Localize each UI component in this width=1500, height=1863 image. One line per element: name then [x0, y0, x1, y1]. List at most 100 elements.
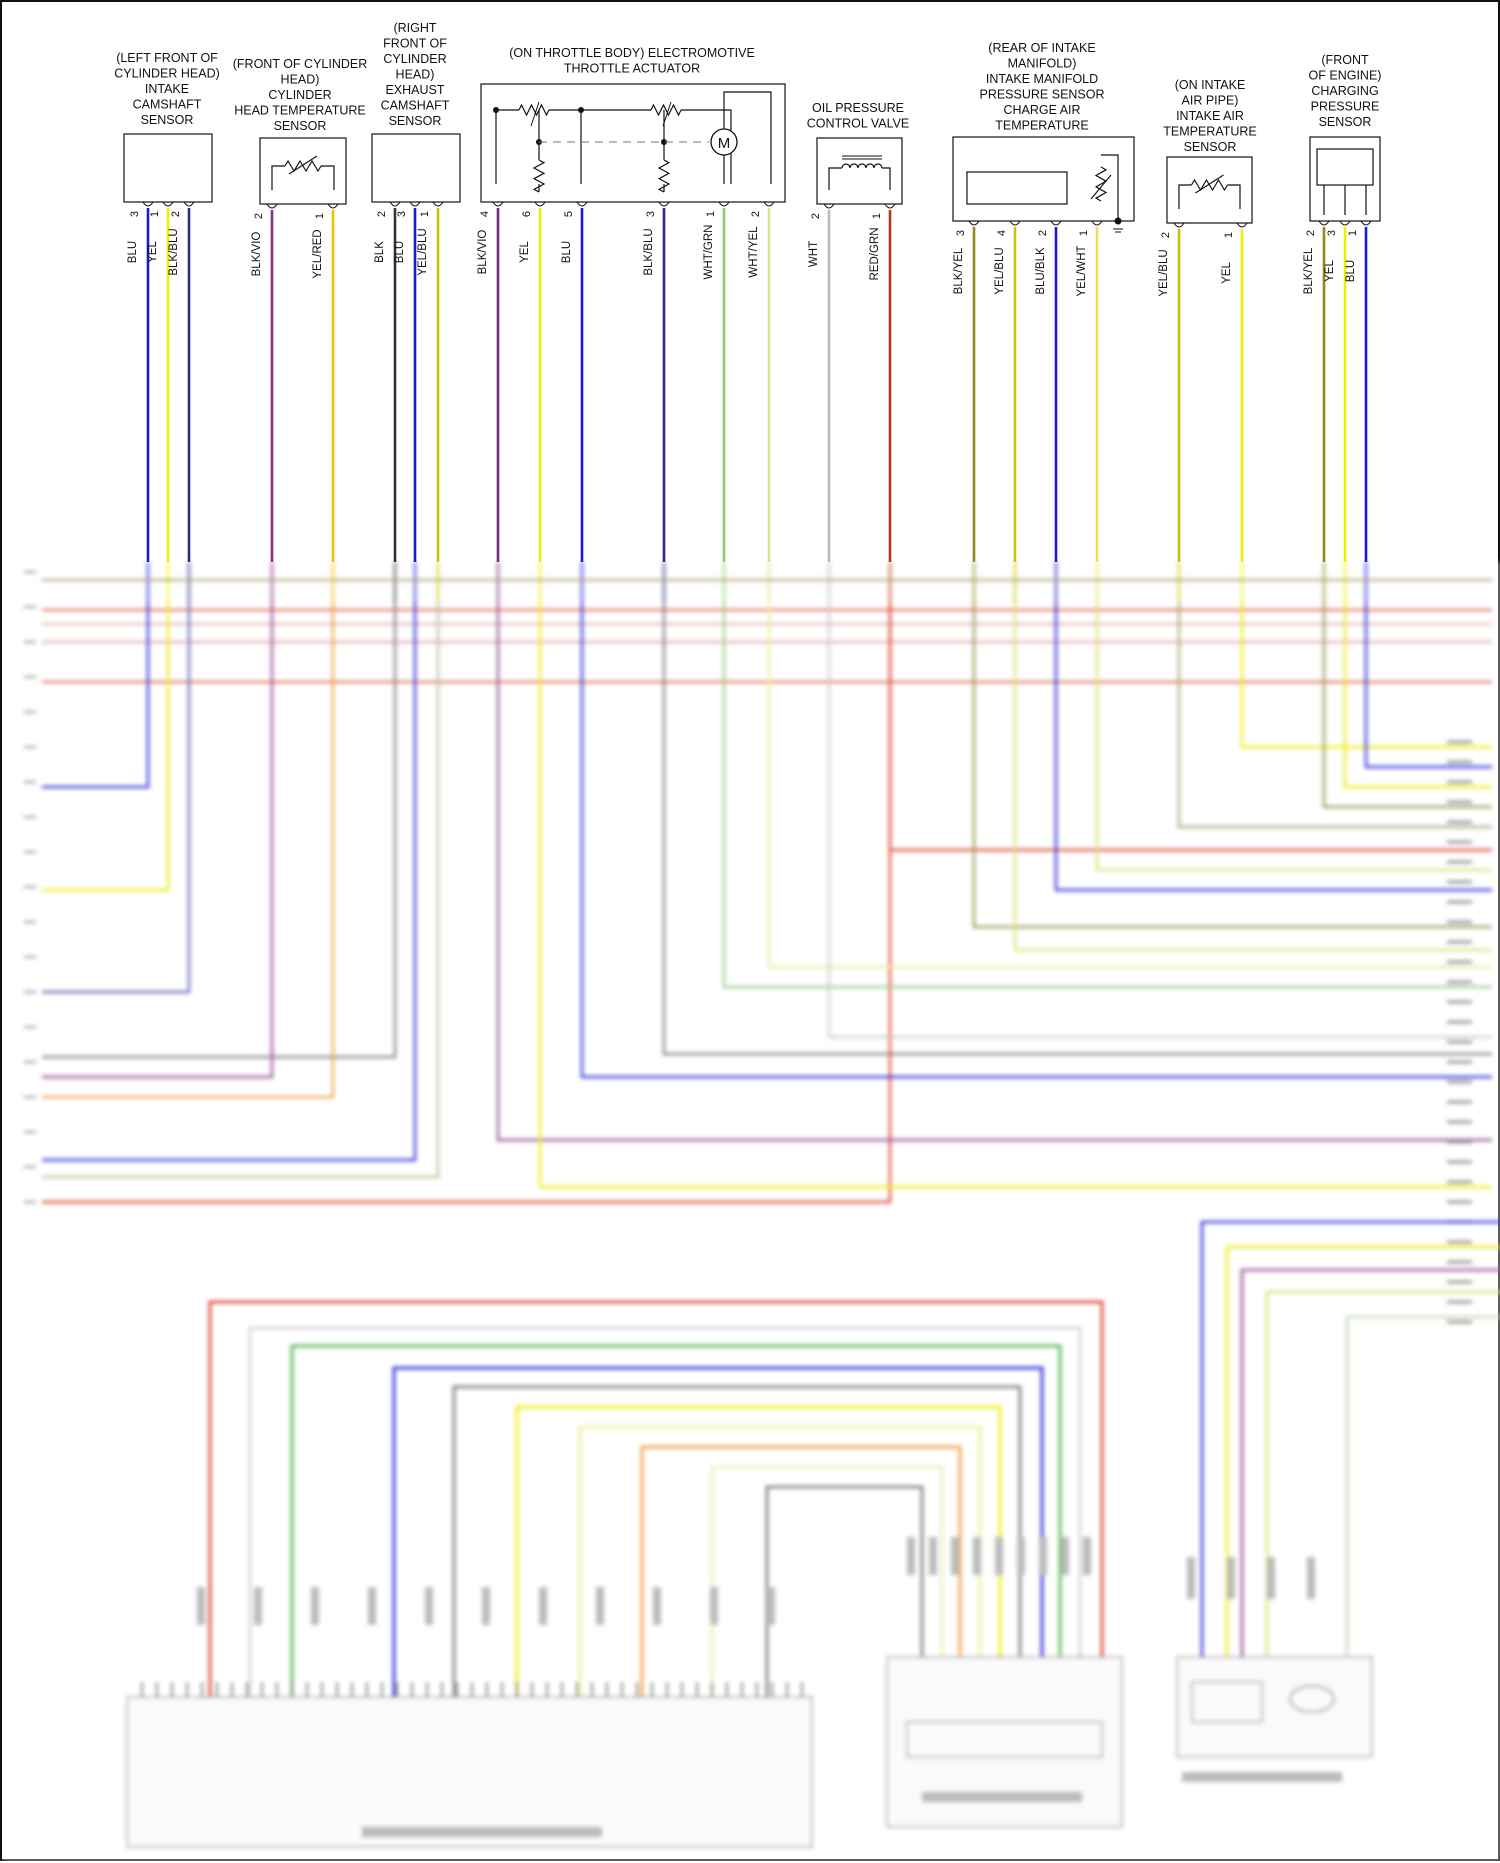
throttle-pin-number: 5	[563, 211, 575, 217]
connector-pin	[1050, 220, 1062, 226]
route-line	[662, 602, 1492, 1056]
exhaust-cam-title-line: (RIGHT	[393, 21, 436, 35]
exhaust-cam-pin-number: 1	[419, 211, 431, 217]
connector-pin	[327, 203, 339, 209]
head-temp-title-line: HEAD)	[281, 73, 320, 87]
route-line	[1095, 602, 1492, 872]
connector-pin	[183, 201, 195, 207]
manifold-pin-number: 1	[1078, 230, 1090, 236]
route-line	[42, 602, 274, 1079]
throttle-pin-number: 6	[521, 211, 533, 217]
manifold-wire-label: YEL/BLU	[994, 247, 1006, 294]
label-block	[767, 1587, 775, 1625]
connector-pin	[409, 201, 421, 207]
exhaust-cam-wire-label: BLK	[374, 241, 386, 263]
manifold-component: (REAR OF INTAKE MANIFOLD)INTAKE MANIFOLD P…	[952, 41, 1135, 562]
label-block	[1267, 1557, 1275, 1599]
route-line	[1240, 1268, 1500, 1692]
oil-valve-pin-number: 1	[871, 213, 883, 219]
sub-module-element	[1191, 1681, 1263, 1723]
wire-trace	[1101, 154, 1119, 221]
throttle-pin-number: 4	[479, 211, 491, 217]
resistor-symbol	[532, 159, 546, 193]
label-block	[482, 1587, 490, 1625]
wire-trace	[882, 167, 891, 190]
head-temp-component: (FRONT OF CYLINDER HEAD)CYLINDER HEAD TEMP…	[233, 57, 367, 562]
charging-box	[1309, 136, 1381, 222]
route-line	[538, 602, 1492, 1189]
label-block	[710, 1587, 718, 1625]
label-block	[425, 1587, 433, 1625]
iat-pin-number: 2	[1160, 232, 1172, 238]
resistor-symbol	[1190, 178, 1229, 192]
head-temp-title-line: CYLINDER	[268, 88, 331, 102]
charging-wire-label: BLU	[1345, 260, 1357, 282]
intake-cam-wire-label: BLK/BLU	[168, 228, 180, 275]
manifold-title-line: PRESSURE SENSOR	[979, 88, 1104, 102]
connector-pin	[142, 201, 154, 207]
throttle-wire-label: WHT/GRN	[703, 225, 715, 280]
exhaust-cam-pin-number: 2	[376, 211, 388, 217]
harness-loop	[248, 1326, 1082, 1702]
iat-title-line: SENSOR	[1184, 140, 1237, 154]
route-line	[1345, 1315, 1500, 1692]
throttle-title-line: THROTTLE ACTUATOR	[564, 62, 700, 76]
sub-module-inner	[906, 1721, 1103, 1758]
wire-trace	[271, 165, 285, 190]
manifold-title-line: MANIFOLD)	[1008, 57, 1077, 71]
route-line	[580, 602, 1492, 1079]
throttle-pin-number: 2	[750, 211, 762, 217]
label-block	[197, 1587, 205, 1625]
manifold-wire-label: BLK/YEL	[953, 247, 965, 294]
throttle-wire-label: BLK/BLU	[643, 228, 655, 275]
intake-cam-title-line: CAMSHAFT	[133, 98, 202, 112]
connector-pin	[162, 201, 174, 207]
throttle-wire-label: WHT/YEL	[748, 226, 760, 278]
connector-pin	[1318, 220, 1330, 226]
exhaust-cam-pin-number: 3	[396, 211, 408, 217]
route-line	[1225, 1245, 1500, 1692]
harness-loop	[640, 1445, 962, 1702]
iat-component: (ON INTAKE AIR PIPE)INTAKE AIR TEMPERATURE…	[1158, 78, 1257, 562]
sub-module-element	[1289, 1685, 1335, 1713]
exhaust-cam-box	[371, 133, 461, 203]
manifold-pin-number: 2	[1037, 230, 1049, 236]
route-line	[888, 602, 1492, 852]
route-line	[42, 602, 150, 789]
charging-title-line: SENSOR	[1319, 115, 1372, 129]
harness-loop	[208, 1300, 1104, 1702]
label-block	[539, 1587, 547, 1625]
connector-pin	[1360, 220, 1372, 226]
intake-cam-pin-number: 2	[170, 211, 182, 217]
resistor-symbol	[284, 159, 322, 173]
throttle-wire-label: BLU	[561, 241, 573, 263]
intake-cam-component: (LEFT FRONT OF CYLINDER HEAD)INTAKE CAMSHA…	[114, 51, 220, 562]
iat-box	[1166, 156, 1253, 224]
charging-pin-number: 1	[1347, 230, 1359, 236]
harness-loop	[392, 1366, 1044, 1702]
throttle-box	[480, 83, 786, 203]
connector-pin	[432, 201, 444, 207]
exhaust-cam-title-line: CYLINDER	[383, 52, 446, 66]
route-line	[1240, 602, 1492, 749]
label-block	[907, 1537, 915, 1575]
intake-cam-box	[123, 133, 213, 203]
caption-block	[922, 1792, 1082, 1802]
connector-pin	[1236, 222, 1248, 228]
head-temp-box	[259, 137, 347, 205]
oil-valve-title-line: CONTROL VALVE	[807, 117, 910, 131]
route-line	[1322, 602, 1492, 809]
connector-pin	[763, 201, 775, 207]
route-line	[827, 602, 1492, 1039]
label-block	[1083, 1537, 1091, 1575]
junction-dot	[1114, 217, 1122, 225]
connector-pin	[492, 201, 504, 207]
intake-cam-wire-label: BLU	[127, 241, 139, 263]
route-line	[1013, 602, 1492, 952]
iat-title-line: (ON INTAKE	[1175, 78, 1246, 92]
iat-title-line: TEMPERATURE	[1163, 125, 1257, 139]
